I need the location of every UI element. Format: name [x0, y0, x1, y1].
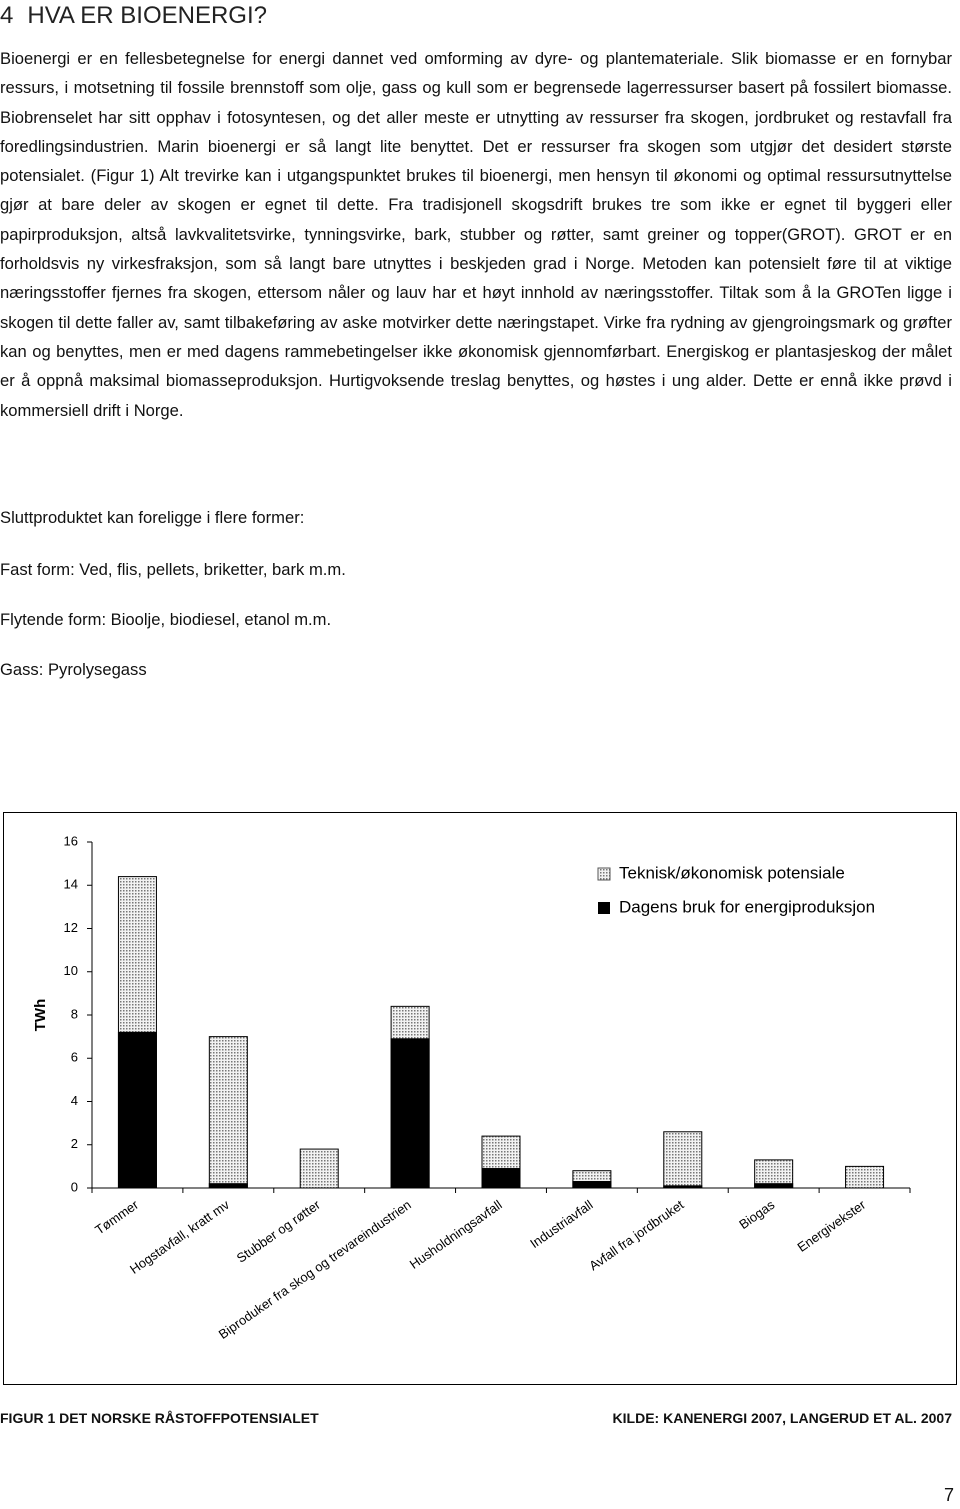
x-tick-label: Tømmer: [92, 1197, 141, 1238]
heading-number: 4: [0, 2, 14, 29]
bar: [390, 1038, 430, 1189]
y-tick-label: 8: [71, 1006, 78, 1021]
bar: [208, 1036, 248, 1189]
paragraph: Bioenergi er en fellesbetegnelse for ene…: [0, 49, 952, 420]
bar: [299, 1148, 339, 1189]
text-line: Gass: Pyrolysegass: [0, 660, 147, 679]
y-tick-label: 12: [64, 920, 78, 935]
y-tick-label: 2: [71, 1136, 78, 1151]
x-tick-label: Energivekster: [795, 1197, 869, 1255]
legend-swatch: [597, 867, 611, 881]
bar: [663, 1131, 703, 1189]
x-tick-label: Biogas: [736, 1197, 778, 1232]
bar: [663, 1185, 703, 1189]
heading-title: HVA ER BIOENERGI?: [27, 2, 267, 29]
bar: [117, 1031, 157, 1189]
page-number: 7: [943, 1485, 954, 1505]
x-tick-label: Industriavfall: [527, 1197, 595, 1251]
bar: [845, 1165, 885, 1189]
legend-swatch: [598, 902, 610, 914]
figure-caption: FIGUR 1 DET NORSKE RÅSTOFFPOTENSIALET: [0, 1410, 319, 1426]
chart-frame: [3, 812, 957, 1385]
text-line: Sluttproduktet kan foreligge i flere for…: [0, 508, 305, 527]
y-tick-label: 14: [64, 877, 78, 892]
x-tick-label: Stubber og røtter: [234, 1197, 324, 1266]
heading: 4 HVA ER BIOENERGI?: [0, 2, 267, 30]
y-axis-label: TWh: [32, 999, 49, 1031]
bar: [754, 1183, 794, 1189]
x-tick-label: Biproduker fra skog og trevareindustrien: [216, 1197, 414, 1342]
bar: [481, 1168, 521, 1189]
bar: [208, 1183, 248, 1189]
legend-label: Dagens bruk for energiproduksjon: [619, 897, 875, 916]
legend-label: Teknisk/økonomisk potensiale: [619, 863, 845, 882]
text-line: Flytende form: Bioolje, biodiesel, etano…: [0, 610, 332, 629]
bar: [572, 1181, 612, 1189]
text-line: Fast form: Ved, flis, pellets, briketter…: [0, 560, 346, 579]
y-tick-label: 10: [64, 963, 78, 978]
y-tick-label: 6: [71, 1050, 78, 1065]
y-tick-label: 4: [71, 1093, 78, 1108]
figure-source: KILDE: KANENERGI 2007, LANGERUD ET AL. 2…: [612, 1410, 952, 1426]
y-tick-label: 0: [71, 1179, 78, 1194]
x-tick-label: Avfall fra jordbruket: [586, 1197, 686, 1274]
x-tick-label: Husholdningsavfall: [407, 1197, 505, 1272]
y-tick-label: 16: [64, 833, 78, 848]
x-tick-label: Hogstavfall, kratt mv: [127, 1197, 232, 1277]
